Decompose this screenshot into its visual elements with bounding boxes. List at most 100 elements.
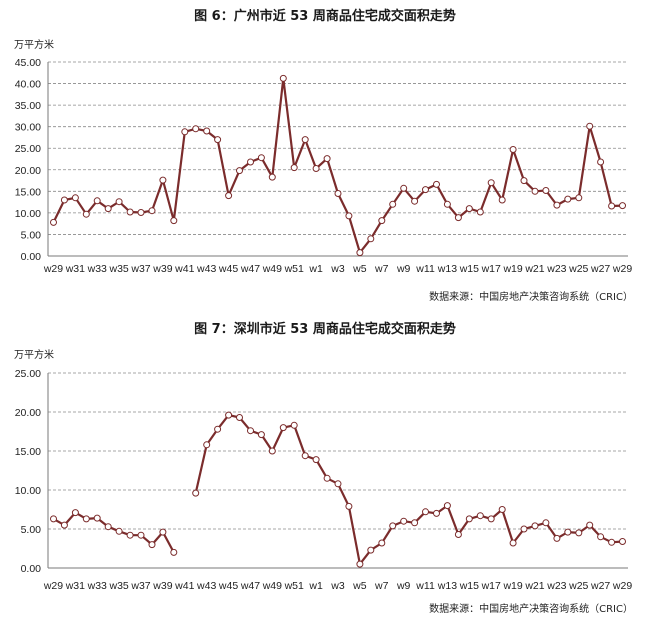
data-point xyxy=(465,515,473,523)
data-point xyxy=(498,506,506,513)
x-tick-label: w41 xyxy=(174,580,194,592)
data-point xyxy=(443,502,451,510)
data-point xyxy=(115,198,123,206)
data-point xyxy=(170,548,178,556)
gridlines xyxy=(47,372,628,569)
data-point xyxy=(82,210,90,218)
data-point xyxy=(498,196,506,204)
x-tick-label: w19 xyxy=(502,580,522,592)
series-points xyxy=(50,74,626,257)
series-line-segment xyxy=(52,77,623,254)
x-tick-label: w37 xyxy=(130,263,150,275)
x-tick-label: w15 xyxy=(459,263,479,275)
data-point xyxy=(476,512,484,520)
x-tick-label: w5 xyxy=(352,580,367,592)
data-point xyxy=(564,528,572,536)
data-point xyxy=(71,509,79,517)
data-point xyxy=(454,214,462,222)
y-tick-label: 5.00 xyxy=(21,229,42,241)
data-point xyxy=(50,515,57,523)
data-point xyxy=(575,529,583,537)
y-tick-label: 10.00 xyxy=(15,485,41,497)
x-tick-label: w29 xyxy=(612,263,632,275)
x-tick-label: w11 xyxy=(415,580,435,592)
x-tick-label: w33 xyxy=(87,263,107,275)
data-point xyxy=(301,136,309,144)
data-point xyxy=(597,533,605,541)
data-point xyxy=(433,509,440,517)
data-point xyxy=(454,531,462,538)
x-tick-label: w11 xyxy=(415,263,435,275)
x-tick-label: w23 xyxy=(546,580,566,592)
x-tick-label: w19 xyxy=(502,263,522,275)
x-tick-label: w45 xyxy=(218,580,238,592)
data-point xyxy=(411,519,419,527)
data-point xyxy=(225,192,233,200)
series-line-segment xyxy=(52,511,175,553)
x-tick-label: w49 xyxy=(262,263,282,275)
x-tick-label: w43 xyxy=(196,263,216,275)
data-point xyxy=(378,539,386,547)
x-tick-label: w17 xyxy=(481,263,501,275)
data-point xyxy=(104,523,112,531)
data-source-note: 数据来源：中国房地产决策咨询系统（CRIC） xyxy=(429,602,633,615)
y-tick-label: 45.00 xyxy=(15,57,41,69)
y-tick-label: 20.00 xyxy=(15,407,41,419)
data-point xyxy=(531,187,539,195)
y-tick-label: 15.00 xyxy=(15,446,41,458)
y-tick-label: 20.00 xyxy=(15,165,41,177)
data-point xyxy=(487,515,495,523)
x-tick-label: w21 xyxy=(524,263,544,275)
data-point xyxy=(192,489,200,497)
y-tick-labels: 0.00 5.00 10.00 15.00 20.00 25.00 xyxy=(15,368,41,575)
data-point xyxy=(214,136,222,144)
data-point xyxy=(236,414,243,421)
x-tick-label: w5 xyxy=(352,263,367,275)
data-point xyxy=(203,441,211,449)
data-point xyxy=(553,201,561,209)
data-point xyxy=(608,538,616,546)
data-point xyxy=(82,515,90,523)
data-point xyxy=(465,205,473,213)
data-point xyxy=(443,200,451,208)
data-point xyxy=(608,202,616,210)
data-point xyxy=(247,158,254,166)
data-point xyxy=(586,521,594,529)
x-tick-label: w13 xyxy=(437,580,457,592)
data-point xyxy=(126,531,134,539)
data-point xyxy=(422,508,429,516)
x-tick-label: w35 xyxy=(108,263,128,275)
y-unit-label: 万平方米 xyxy=(14,38,54,51)
data-point xyxy=(520,177,528,185)
data-point xyxy=(60,196,68,204)
y-tick-label: 35.00 xyxy=(15,100,41,112)
data-point xyxy=(312,165,320,172)
data-point xyxy=(433,180,440,188)
data-point xyxy=(345,212,353,220)
data-point xyxy=(93,514,101,522)
x-tick-label: w25 xyxy=(568,263,588,275)
data-point xyxy=(564,195,572,203)
data-point xyxy=(236,167,243,175)
data-point xyxy=(531,522,539,530)
x-tick-label: w7 xyxy=(374,263,389,275)
data-point xyxy=(411,197,419,205)
x-tick-label: w39 xyxy=(152,580,172,592)
data-point xyxy=(597,158,605,166)
data-point xyxy=(509,539,517,547)
x-tick-label: w1 xyxy=(308,263,323,275)
x-tick-label: w45 xyxy=(218,263,238,275)
y-tick-label: 0.00 xyxy=(21,563,42,575)
x-tick-label: w7 xyxy=(374,580,389,592)
x-tick-label: w13 xyxy=(437,263,457,275)
data-point xyxy=(323,155,331,163)
x-tick-label: w43 xyxy=(196,580,216,592)
data-point xyxy=(268,173,276,181)
data-point xyxy=(553,534,561,542)
chart-title: 图 7：深圳市近 53 周商品住宅成交面积走势 xyxy=(194,321,456,337)
data-point xyxy=(279,74,287,82)
x-tick-label: w1 xyxy=(308,580,323,592)
x-tick-label: w17 xyxy=(481,580,501,592)
data-point xyxy=(334,480,342,488)
